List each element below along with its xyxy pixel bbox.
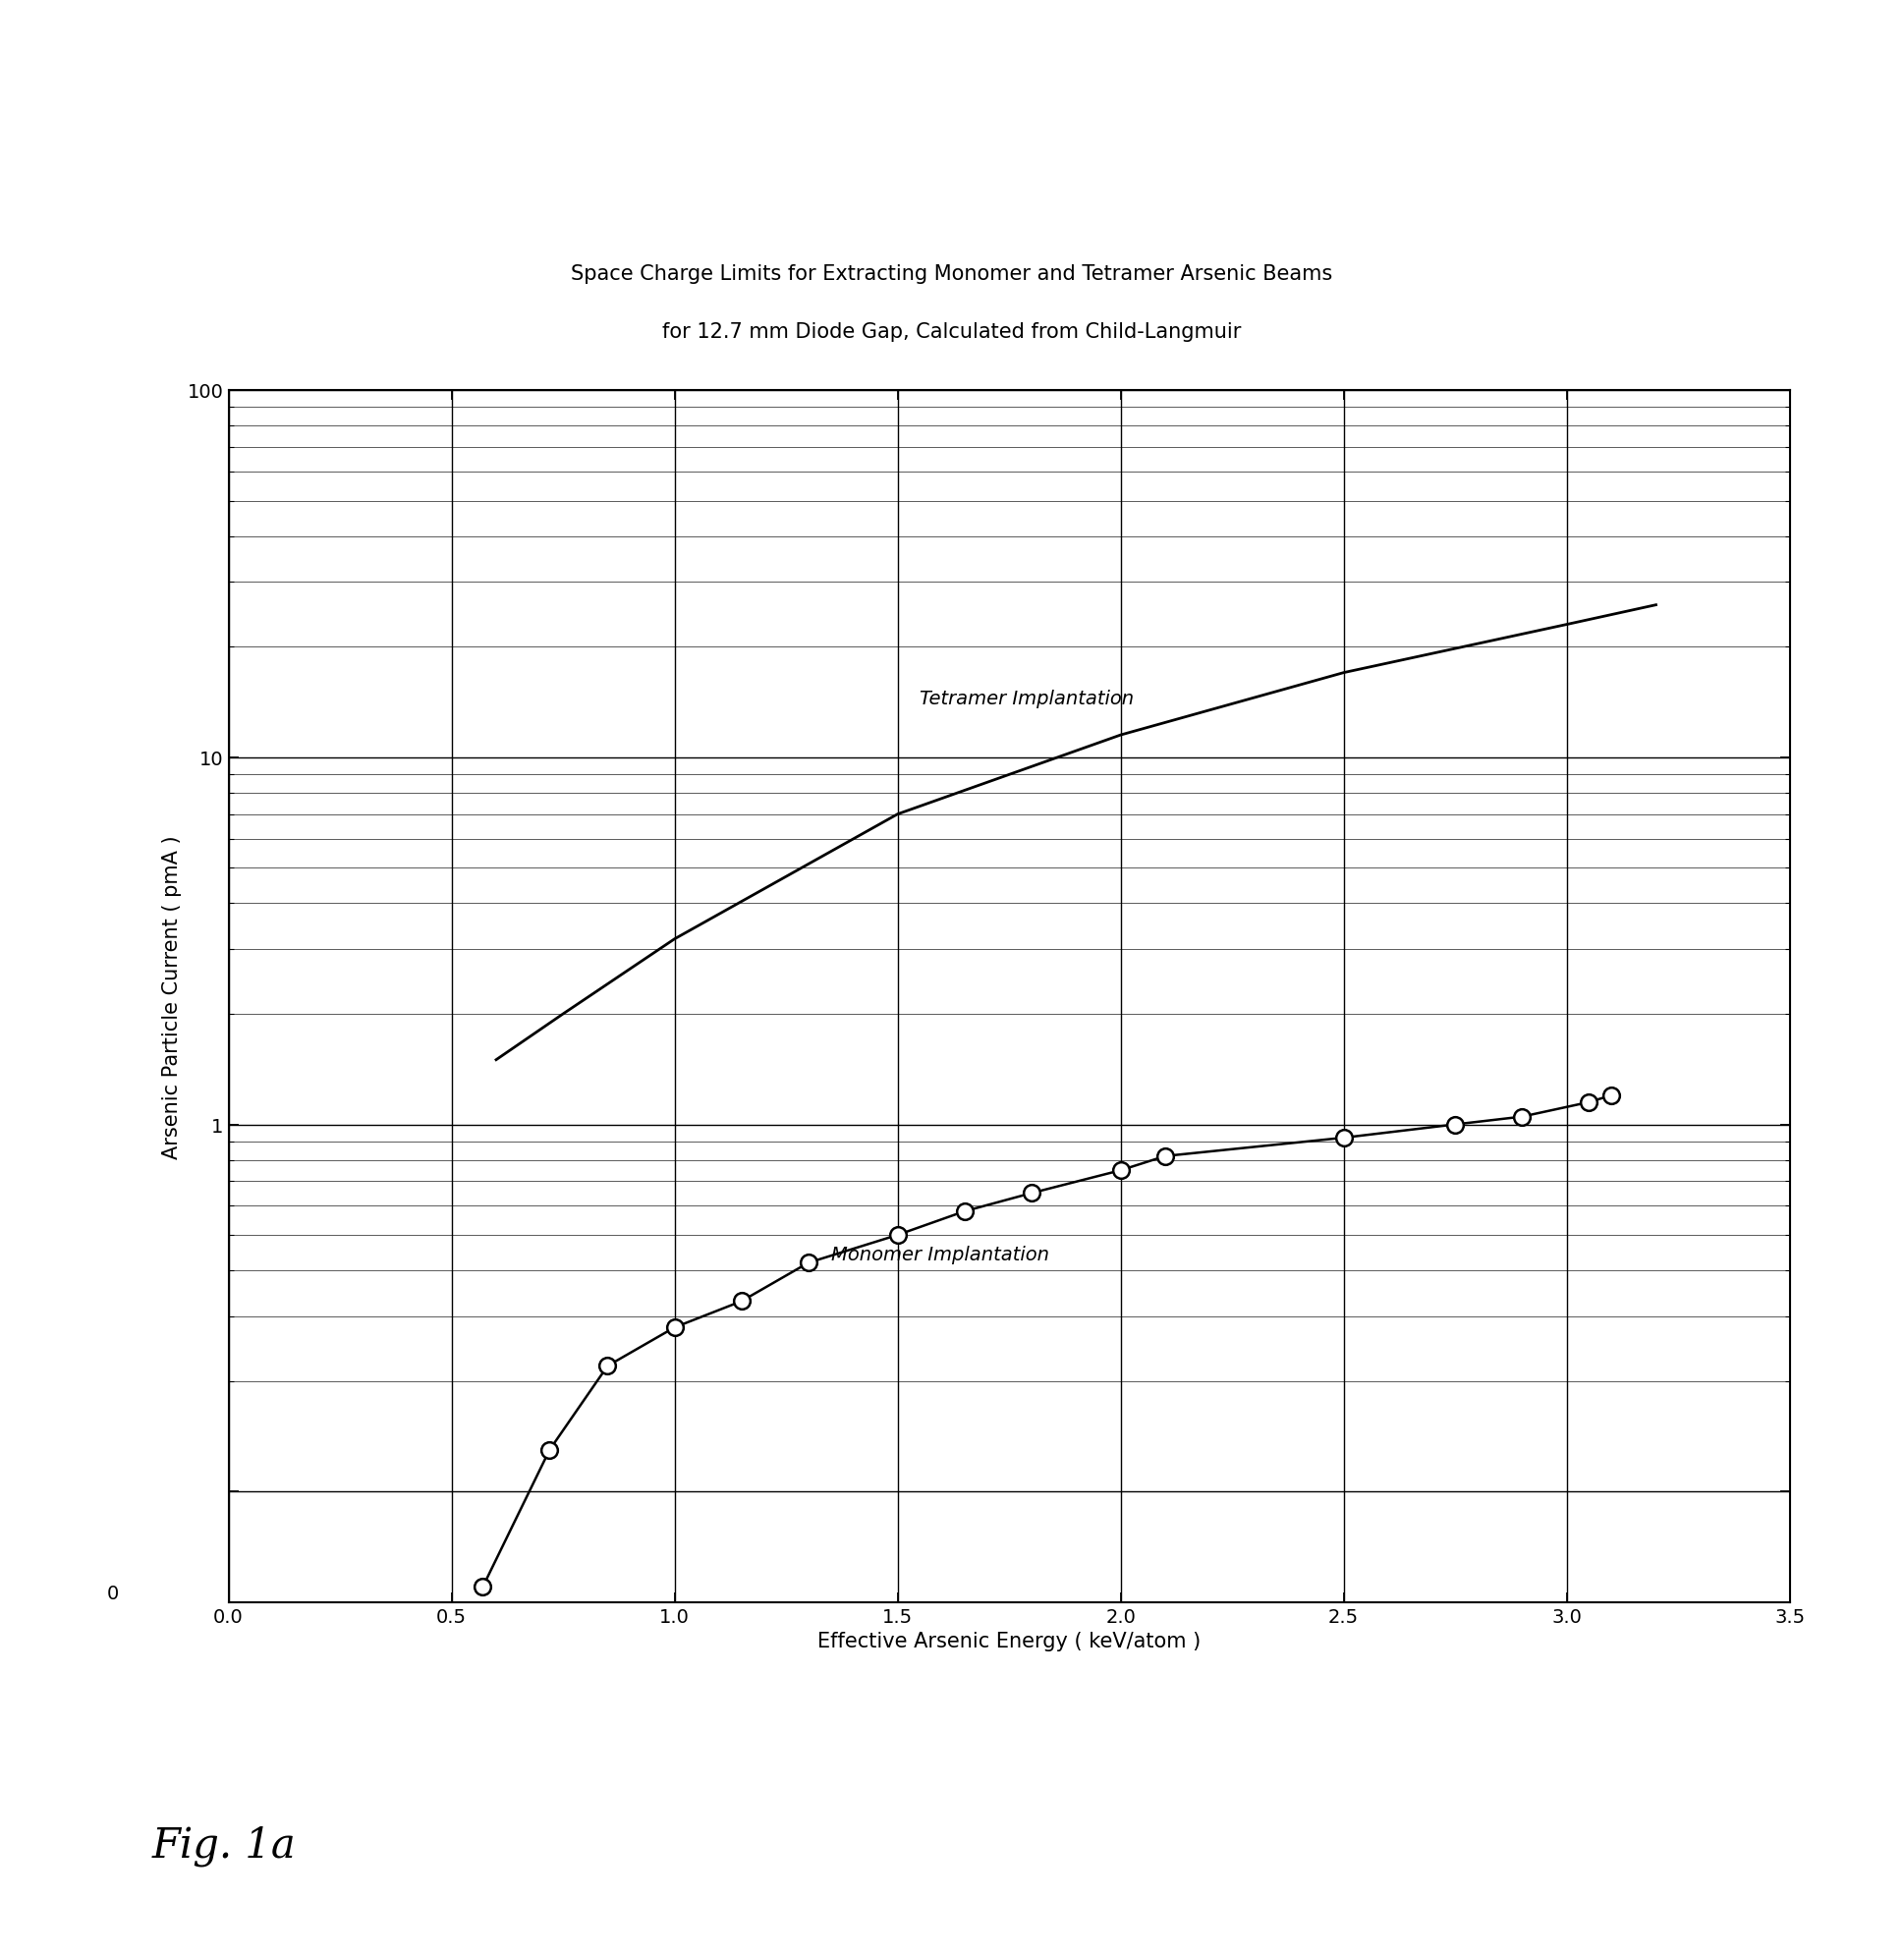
Text: Fig. 1a: Fig. 1a [152,1825,297,1866]
Text: Monomer Implantation: Monomer Implantation [830,1245,1049,1262]
Y-axis label: Arsenic Particle Current ( pmA ): Arsenic Particle Current ( pmA ) [162,834,183,1159]
Text: Space Charge Limits for Extracting Monomer and Tetramer Arsenic Beams: Space Charge Limits for Extracting Monom… [571,264,1333,283]
Text: 0: 0 [107,1583,120,1602]
X-axis label: Effective Arsenic Energy ( keV/atom ): Effective Arsenic Energy ( keV/atom ) [817,1632,1201,1651]
Text: Tetramer Implantation: Tetramer Implantation [920,690,1135,707]
Text: for 12.7 mm Diode Gap, Calculated from Child-Langmuir: for 12.7 mm Diode Gap, Calculated from C… [663,322,1241,342]
